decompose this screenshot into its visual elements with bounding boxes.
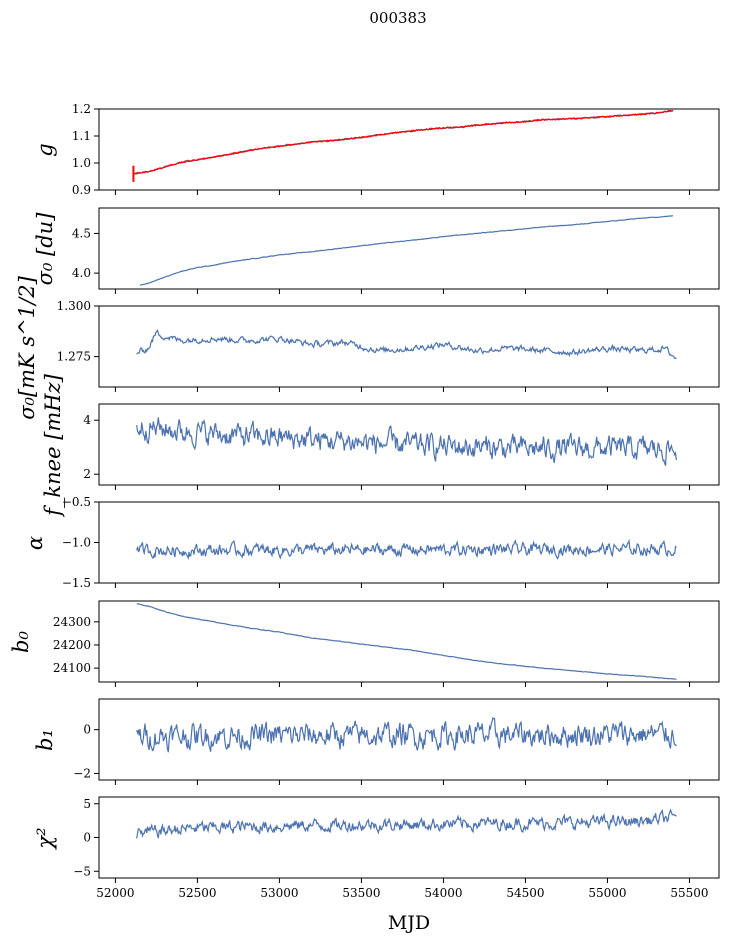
ytick-label-sigma0_mk-1: 1.300 <box>57 299 91 313</box>
ytick-label-fknee-1: 4 <box>83 413 91 427</box>
xtick-label-4: 54000 <box>424 886 462 900</box>
series-line-b0 <box>136 603 677 680</box>
ytick-label-b1-1: 0 <box>83 723 91 737</box>
ytick-label-b1-0: −2 <box>73 766 91 780</box>
series-line-g <box>133 109 674 175</box>
axes-frame-b0 <box>98 600 720 683</box>
xlabel: MJD <box>388 912 430 934</box>
ytick-label-chi2-2: 5 <box>83 797 91 811</box>
ylabel-chi2: χ² <box>33 827 57 850</box>
panel-alpha: α −1.5 −1.0 −0.5 <box>23 495 720 590</box>
series-line-sigma0_du <box>139 215 674 286</box>
xtick-label-0: 52000 <box>96 886 134 900</box>
xtick-label-1: 52500 <box>178 886 216 900</box>
xtick-label-3: 53500 <box>342 886 380 900</box>
ytick-label-b0-0: 24100 <box>53 661 91 675</box>
xtick-label-5: 54500 <box>506 886 544 900</box>
ylabel-fknee-text: f_knee [mHz] <box>41 373 65 518</box>
axes-frame-g <box>98 108 720 191</box>
ytick-label-chi2-0: −5 <box>73 864 91 878</box>
axes-frame-sigma0_mk <box>98 305 720 388</box>
panel-g: g 0.9 1.0 1.1 1.2 <box>33 102 720 197</box>
axes-frame-chi2 <box>98 796 720 879</box>
ylabel-sigma0-du: σ₀ [du] <box>33 212 57 286</box>
panel-sigma0-mk: σ₀[mK s^1/2] 1.275 1.300 <box>15 275 720 420</box>
ytick-label-alpha-2: −0.5 <box>62 495 91 509</box>
ylabel-fknee: f_knee [mHz] <box>41 373 65 518</box>
ytick-label-alpha-0: −1.5 <box>62 576 91 590</box>
ytick-label-sigma0_du-0: 4.0 <box>72 266 91 280</box>
ytick-label-sigma0_mk-0: 1.275 <box>57 350 91 364</box>
ylabel-sigma0-du-text: σ₀ [du] <box>33 212 57 286</box>
series-line-alpha <box>136 538 677 561</box>
figure-title: 000383 <box>369 9 426 27</box>
ylabel-sigma0-mk-text: σ₀[mK s^1/2] <box>15 275 39 419</box>
axes-frame-fknee <box>98 403 720 486</box>
series-line-fknee <box>136 417 677 466</box>
overlay-line-g <box>133 109 674 175</box>
xtick-label-7: 55500 <box>670 886 708 900</box>
ytick-label-b0-2: 24300 <box>53 615 91 629</box>
xtick-label-2: 53000 <box>260 886 298 900</box>
series-line-chi2 <box>136 808 677 839</box>
panel-fknee: f_knee [mHz] 2 4 <box>41 373 720 518</box>
ylabel-g: g <box>33 143 57 156</box>
panel-chi2: χ² −5 0 5 52000 52500 53000 53500 54000 54500 550… <box>33 796 720 900</box>
series-line-sigma0_mk <box>136 329 677 360</box>
ytick-label-chi2-1: 0 <box>83 831 91 845</box>
ytick-label-g-2: 1.1 <box>72 129 91 143</box>
axes-frame-sigma0_du <box>98 207 720 290</box>
ytick-label-sigma0_du-1: 4.5 <box>72 226 91 240</box>
axes-frame-alpha <box>98 501 720 584</box>
ylabel-alpha: α <box>23 536 47 550</box>
ylabel-b0: b₀ <box>9 630 33 652</box>
ytick-label-fknee-0: 2 <box>83 467 91 481</box>
axes-frame-b1 <box>98 698 720 781</box>
ytick-label-g-3: 1.2 <box>72 102 91 116</box>
ylabel-b1: b₁ <box>33 729 57 751</box>
panel-sigma0-du: σ₀ [du] 4.0 4.5 <box>33 207 720 294</box>
panel-b0: b₀ 24100 24200 24300 <box>9 600 720 687</box>
ytick-label-g-1: 1.0 <box>72 156 91 170</box>
ytick-label-b0-1: 24200 <box>53 638 91 652</box>
series-line-b1 <box>136 716 677 753</box>
ytick-label-g-0: 0.9 <box>72 183 91 197</box>
panel-b1: b₁ −2 0 <box>33 698 720 785</box>
ytick-label-alpha-1: −1.0 <box>62 536 91 550</box>
xtick-label-6: 55000 <box>588 886 626 900</box>
ylabel-sigma0-mk: σ₀[mK s^1/2] <box>15 275 39 419</box>
